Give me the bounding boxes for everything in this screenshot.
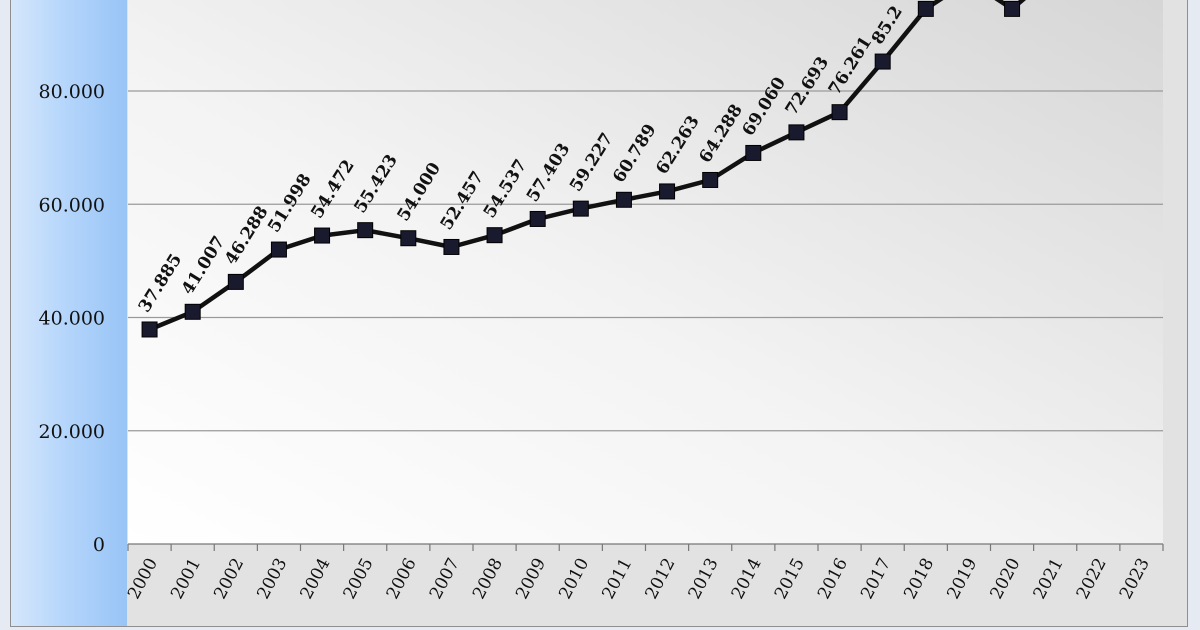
x-tick-label: 2011 — [598, 555, 636, 603]
side-color-bar — [11, 0, 127, 626]
x-tick-label: 2014 — [728, 555, 766, 603]
x-tick-label: 2015 — [771, 555, 809, 603]
y-tick-label: 40.000 — [39, 308, 105, 330]
x-tick-label: 2016 — [814, 555, 852, 603]
y-tick-label: 60.000 — [39, 194, 105, 216]
data-point — [917, 0, 934, 17]
data-point — [270, 241, 287, 258]
series-markers — [141, 0, 1021, 338]
x-tick-label: 2017 — [857, 555, 895, 603]
x-tick-label: 2019 — [943, 555, 981, 603]
x-axis-ticks: 2000 2001 2002 2003 2004 2005 2006 2007 2008 2009… — [124, 555, 1154, 603]
x-tick-label: 2002 — [210, 555, 248, 603]
data-point — [572, 200, 589, 217]
data-point — [702, 171, 719, 188]
data-point — [227, 273, 244, 290]
data-point — [443, 238, 460, 255]
x-tick-label: 2004 — [297, 555, 335, 603]
x-tick-label: 2009 — [512, 555, 550, 603]
data-point — [788, 124, 805, 141]
data-point — [141, 321, 158, 338]
x-tick-label: 2020 — [987, 555, 1025, 603]
data-point — [486, 227, 503, 244]
x-tick-label: 2021 — [1030, 555, 1068, 603]
y-tick-label: 80.000 — [39, 81, 105, 103]
data-point — [529, 210, 546, 227]
data-point — [874, 53, 891, 70]
x-tick-label: 2013 — [685, 555, 723, 603]
x-tick-label: 2001 — [167, 555, 205, 603]
data-point — [400, 230, 417, 247]
x-tick-label: 2022 — [1073, 555, 1111, 603]
x-tick-label: 2023 — [1116, 555, 1154, 603]
data-point — [745, 144, 762, 161]
x-tick-label: 2000 — [124, 555, 162, 603]
data-point — [357, 222, 374, 239]
series-line — [148, 0, 1026, 332]
data-point — [184, 303, 201, 320]
y-axis-ticks: 0 20.000 40.000 60.000 80.000 — [39, 81, 105, 556]
x-tick-label: 2006 — [383, 555, 421, 603]
x-tick-label: 2010 — [555, 555, 593, 603]
x-tick-label: 2005 — [340, 555, 378, 603]
x-tick-label: 2018 — [900, 555, 938, 603]
series-line-path — [148, 0, 1026, 332]
x-tick-label: 2008 — [469, 555, 507, 603]
data-point — [314, 227, 331, 244]
x-tick-label: 2007 — [426, 555, 464, 603]
plot-area — [128, 0, 1163, 544]
data-point — [1004, 0, 1021, 17]
x-tick-label: 2012 — [642, 555, 680, 603]
axes — [127, 543, 1164, 551]
y-tick-label: 20.000 — [39, 421, 105, 443]
data-point — [831, 104, 848, 121]
x-tick-label: 2003 — [253, 555, 291, 603]
y-tick-label: 0 — [93, 534, 105, 556]
data-point — [659, 183, 676, 200]
data-point — [615, 191, 632, 208]
gridlines — [128, 90, 1163, 432]
